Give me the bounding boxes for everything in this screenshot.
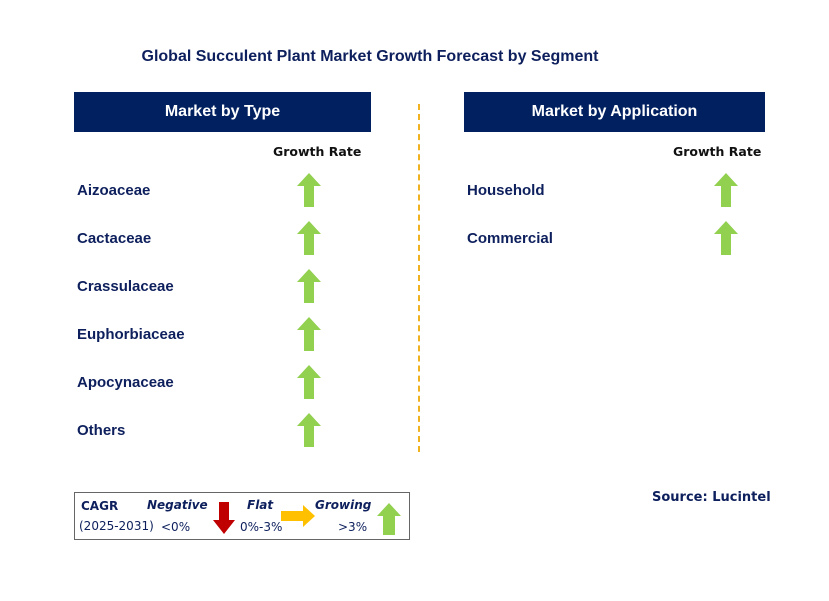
source-label: Source: Lucintel (652, 490, 771, 505)
growth-rate-label: Growth Rate (273, 144, 362, 159)
segment-label: Crassulaceae (77, 278, 174, 295)
chart-title: Global Succulent Plant Market Growth For… (141, 48, 599, 65)
negative-label: Negative (147, 498, 208, 512)
up-arrow-icon (297, 365, 321, 404)
segment-label: Others (77, 422, 126, 439)
up-arrow-icon (297, 173, 321, 212)
negative-range: <0% (161, 520, 191, 534)
panel-divider (418, 104, 420, 452)
market-by-application-header: Market by Application (464, 92, 765, 132)
up-arrow-icon (297, 269, 321, 308)
down-arrow-icon (213, 502, 235, 534)
up-arrow-icon (297, 413, 321, 452)
segment-label: Commercial (467, 230, 553, 247)
flat-label: Flat (247, 498, 274, 512)
market-by-type-header: Market by Type (74, 92, 371, 132)
cagr-label: CAGR (81, 499, 119, 513)
flat-range: 0%-3% (240, 520, 283, 534)
segment-label: Apocynaceae (77, 374, 174, 391)
up-arrow-icon (297, 221, 321, 260)
up-arrow-icon (714, 173, 738, 212)
cagr-legend: CAGR (2025-2031) Negative <0% Flat 0%-3%… (74, 492, 410, 540)
right-arrow-icon (281, 505, 315, 527)
header-label: Market by Type (164, 103, 281, 120)
up-arrow-icon (377, 503, 401, 535)
growth-rate-label: Growth Rate (673, 144, 762, 159)
up-arrow-icon (297, 317, 321, 356)
segment-label: Euphorbiaceae (77, 326, 185, 343)
segment-label: Cactaceae (77, 230, 152, 247)
cagr-period: (2025-2031) (79, 519, 154, 533)
growing-label: Growing (315, 498, 372, 512)
growing-range: >3% (338, 520, 368, 534)
up-arrow-icon (714, 221, 738, 260)
segment-label: Household (467, 182, 545, 199)
segment-label: Aizoaceae (77, 182, 151, 199)
header-label: Market by Application (531, 103, 698, 120)
